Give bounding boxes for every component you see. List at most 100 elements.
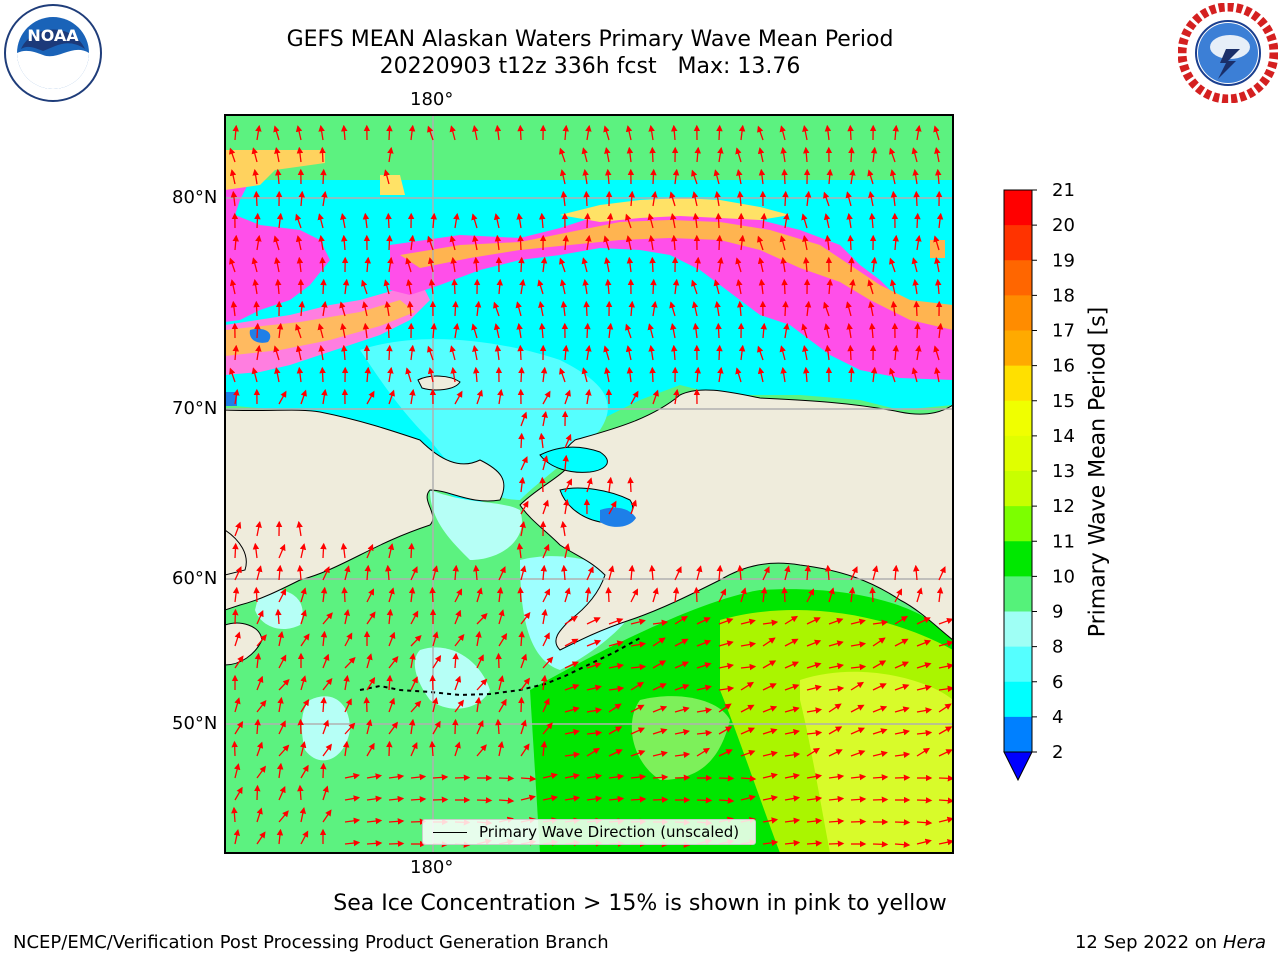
wave-direction-arrow <box>516 542 524 559</box>
wave-direction-arrow <box>802 235 809 251</box>
wave-direction-arrow <box>385 212 392 229</box>
wave-direction-arrow <box>364 366 371 383</box>
wave-direction-arrow <box>274 257 281 273</box>
wave-direction-arrow <box>603 345 610 361</box>
lat-label-70n: 70°N <box>172 398 218 419</box>
wave-direction-arrow <box>519 278 526 295</box>
wave-direction-arrow <box>758 168 766 185</box>
land-chukotka <box>225 409 505 611</box>
wave-direction-arrow <box>740 749 756 757</box>
wave-direction-arrow <box>255 234 262 251</box>
footer-credit: NCEP/EMC/Verification Post Processing Pr… <box>13 932 609 953</box>
wave-direction-arrow <box>252 168 259 185</box>
wave-direction-arrow <box>388 818 405 825</box>
wave-direction-arrow <box>278 744 290 757</box>
wave-direction-arrow <box>231 740 238 757</box>
wave-direction-arrow <box>714 190 721 207</box>
wave-direction-arrow <box>232 542 239 559</box>
wave-direction-arrow <box>608 617 624 625</box>
wave-direction-arrow <box>386 608 394 625</box>
wave-direction-arrow <box>936 212 944 229</box>
wave-direction-arrow <box>519 521 526 537</box>
wave-direction-arrow <box>405 257 412 273</box>
wave-direction-arrow <box>449 125 456 141</box>
wave-direction-arrow <box>605 168 612 185</box>
wave-direction-arrow <box>630 588 638 603</box>
wave-direction-arrow <box>494 344 502 361</box>
wave-direction-arrow <box>936 322 944 339</box>
wave-direction-arrow <box>256 675 264 691</box>
wave-direction-arrow <box>562 454 569 471</box>
wave-direction-arrow <box>828 749 843 757</box>
wave-direction-arrow <box>564 638 579 647</box>
wave-direction-arrow <box>911 367 918 383</box>
wave-direction-arrow <box>718 726 733 735</box>
wave-direction-arrow <box>757 367 765 383</box>
legend-line-icon <box>433 831 467 833</box>
wave-direction-arrow <box>762 817 779 824</box>
wave-direction-arrow <box>760 212 767 229</box>
wave-direction-arrow <box>542 772 558 780</box>
wave-direction-arrows <box>229 124 953 848</box>
wave-direction-arrow <box>673 388 680 405</box>
wave-direction-arrow <box>453 212 460 229</box>
wave-direction-arrow <box>429 740 436 757</box>
lat-label-80n: 80°N <box>172 187 218 208</box>
wave-direction-arrow <box>540 564 547 581</box>
wave-direction-arrow <box>868 301 875 317</box>
wave-direction-arrow <box>696 639 712 647</box>
wave-direction-arrow <box>916 707 933 714</box>
wave-direction-arrow <box>582 278 589 295</box>
wave-direction-arrow <box>606 212 614 229</box>
wave-direction-arrow <box>806 795 823 803</box>
wave-direction-arrow <box>650 278 657 295</box>
wave-direction-arrow <box>713 169 720 185</box>
wave-direction-arrow <box>912 168 919 185</box>
wave-direction-arrow <box>300 587 307 603</box>
wave-direction-arrow <box>256 634 267 647</box>
wave-direction-arrow <box>520 743 530 757</box>
wave-direction-arrow <box>362 212 370 229</box>
wave-direction-arrow <box>784 728 800 736</box>
wave-direction-arrow <box>234 566 242 581</box>
wave-direction-arrow <box>784 772 800 780</box>
wave-direction-arrow <box>538 432 546 449</box>
wave-direction-arrow <box>715 322 722 339</box>
wave-direction-arrow <box>516 322 523 339</box>
wave-direction-arrow <box>823 213 831 229</box>
wave-direction-arrow <box>581 257 588 273</box>
wave-direction-arrow <box>740 727 755 735</box>
wave-direction-arrow <box>234 786 243 801</box>
wave-direction-arrow <box>801 323 808 339</box>
wave-direction-arrow <box>916 729 933 737</box>
wave-direction-arrow <box>671 124 678 141</box>
wave-direction-arrow <box>608 500 617 515</box>
wave-direction-arrow <box>848 366 855 383</box>
sea-ice-note: Sea Ice Concentration > 15% is shown in … <box>333 891 947 916</box>
wave-direction-arrow <box>475 630 482 647</box>
wave-direction-arrow <box>385 322 392 339</box>
wave-direction-arrow <box>517 124 524 141</box>
wave-direction-arrow <box>674 683 690 691</box>
wave-direction-arrow <box>320 278 327 295</box>
wave-zone-13s <box>800 671 953 853</box>
wave-direction-arrow <box>648 344 655 361</box>
wave-direction-arrow <box>366 773 383 780</box>
wave-direction-arrow <box>782 300 789 317</box>
wave-direction-arrow <box>736 169 743 185</box>
wave-direction-arrow <box>562 234 569 251</box>
wave-direction-arrow <box>889 257 896 273</box>
wave-direction-arrow <box>760 586 768 603</box>
wave-direction-arrow <box>319 146 326 163</box>
wave-direction-arrow <box>322 809 332 823</box>
wave-direction-arrow <box>520 611 531 625</box>
wave-direction-arrow <box>717 366 724 383</box>
wave-direction-arrow <box>760 322 767 339</box>
wave-direction-arrow <box>762 772 778 780</box>
wave-direction-arrow <box>672 278 680 295</box>
wave-direction-arrow <box>384 300 391 317</box>
wave-direction-arrow <box>586 773 603 780</box>
wave-direction-arrow <box>762 660 777 669</box>
wave-direction-arrow <box>520 653 528 669</box>
wave-direction-arrow <box>232 608 239 625</box>
